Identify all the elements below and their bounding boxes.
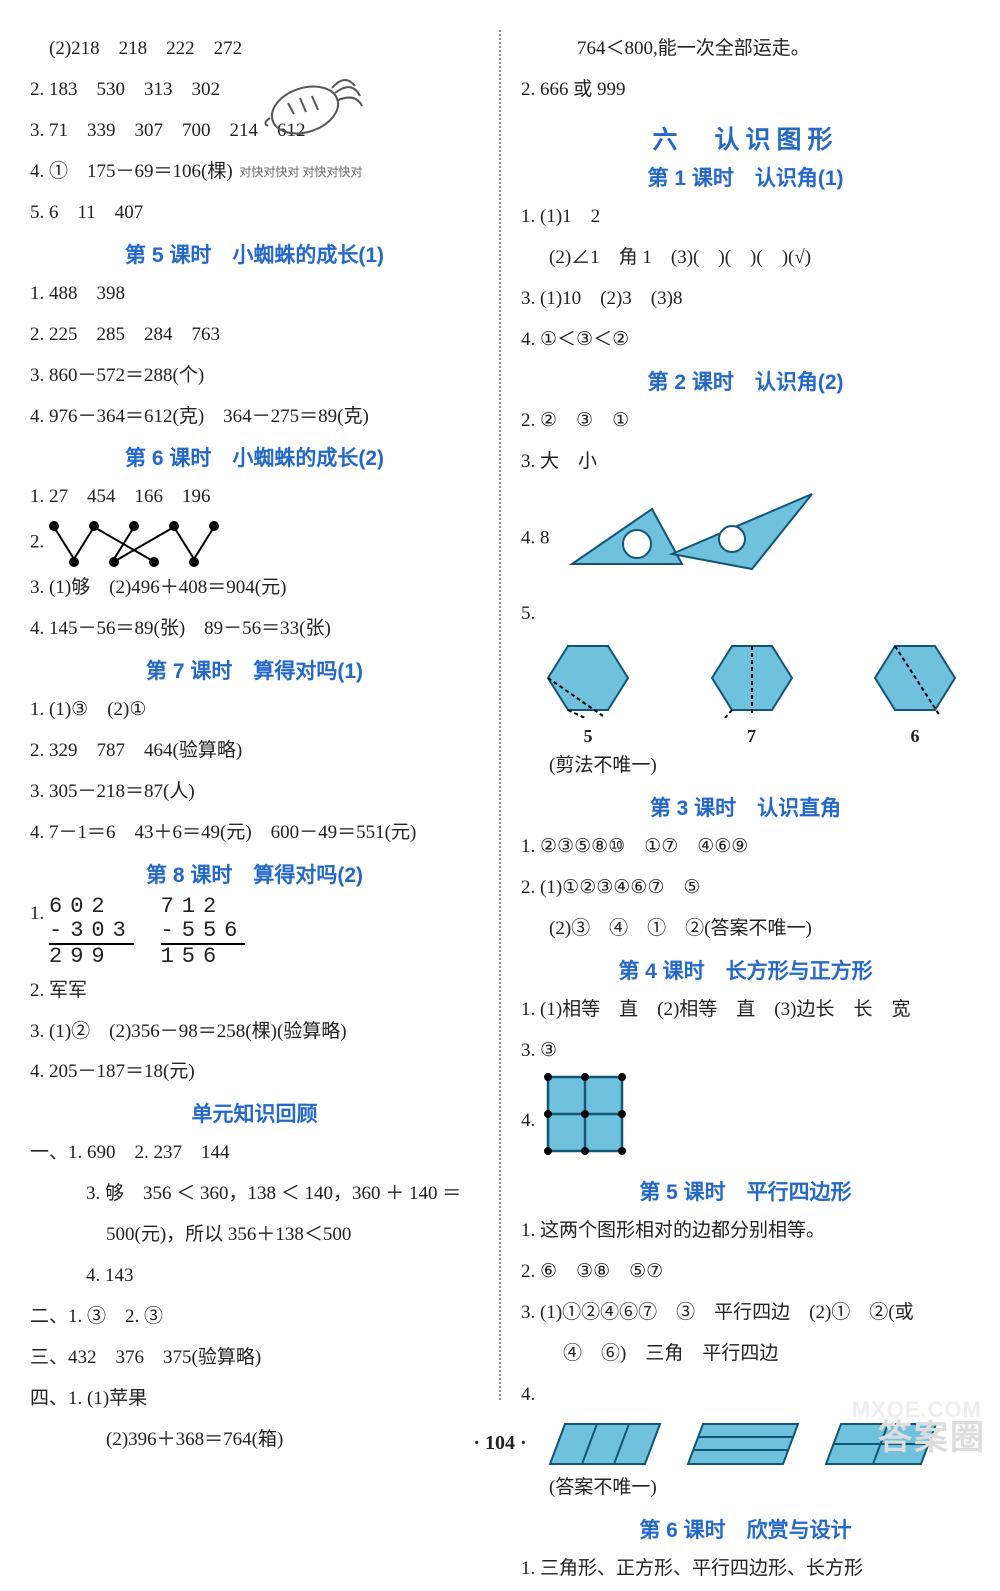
text-line: (2)218 218 222 272 (30, 30, 479, 69)
text-line: 2. (1)①②③④⑥⑦ ⑤ (521, 869, 970, 908)
hex-caption: 6 (870, 726, 960, 747)
subtraction-2: 712 -556 156 (161, 895, 246, 970)
lesson-heading: 第 5 课时 平行四边形 (521, 1176, 970, 1206)
text-line: (答案不唯一) (521, 1469, 970, 1508)
text-line: 1. (1)③ (2)① (30, 691, 479, 730)
text-line: 3. 大 小 (521, 443, 970, 482)
text-line: 4. 8 (521, 484, 970, 594)
text-line: 3. 71 339 307 700 214 612 (30, 112, 479, 151)
text-line: 2. 666 或 999 (521, 71, 970, 110)
text-line: 4. ① 175－69＝106(棵) 对快对快对 对快对快对 (30, 153, 479, 192)
lesson-heading: 第 7 课时 算得对吗(1) (30, 655, 479, 685)
lesson-heading: 第 1 课时 认识角(1) (521, 162, 970, 192)
column-divider (499, 30, 501, 1400)
text-line: (2)∠1 角 1 (3)( )( )( )(√) (521, 239, 970, 278)
calc-row: -556 (161, 919, 246, 945)
text: 2. (30, 532, 49, 553)
text-line: 4. 976－364＝612(克) 364－275＝89(克) (30, 398, 479, 437)
hex-caption: 7 (707, 726, 797, 747)
page-number: · 104 · (0, 1432, 1000, 1455)
text-line: 4. 145－56＝89(张) 89－56＝33(张) (30, 610, 479, 649)
text-line: 1. 三角形、正方形、平行四边形、长方形 (521, 1550, 970, 1589)
text-line: 1. ②③⑤⑧⑩ ①⑦ ④⑥⑨ (521, 828, 970, 867)
carrot-illustration (260, 68, 370, 146)
text-line: 2. ⑥ ③⑧ ⑤⑦ (521, 1253, 970, 1292)
text-line: 4. 205－187＝18(元) (30, 1053, 479, 1092)
text-line: 3. 够 356 ＜ 360，138 ＜ 140，360 ＋ 140 ＝ (30, 1175, 479, 1214)
text-line: 5. (521, 595, 970, 634)
text-line: 500(元)，所以 356＋138＜500 (30, 1216, 479, 1255)
hex-caption: 5 (543, 726, 633, 747)
text-line: 3. 305－218＝87(人) (30, 773, 479, 812)
tiny-note: 对快对快对 对快对快对 (239, 166, 362, 179)
subtraction-1: 602 -303 299 (49, 895, 134, 970)
lesson-heading: 第 5 课时 小蜘蛛的成长(1) (30, 239, 479, 269)
lesson-heading: 第 8 课时 算得对吗(2) (30, 859, 479, 889)
text-line: 3. ③ (521, 1032, 970, 1071)
text-line: 1. 27 454 166 196 (30, 478, 479, 517)
text-line: 4. 143 (30, 1257, 479, 1296)
text-line: 1. 这两个图形相对的边都分别相等。 (521, 1212, 970, 1251)
calc-row: 299 (49, 944, 113, 969)
calc-row: -303 (49, 919, 134, 945)
calc-row: 712 (161, 894, 225, 919)
unit-heading: 六 认识图形 (521, 120, 970, 156)
text: 4. ① 175－69＝106(棵) (30, 161, 233, 182)
text-line: 2. 183 530 313 302 (30, 71, 479, 110)
text-line: 3. (1)10 (2)3 (3)8 (521, 280, 970, 319)
hex-cell: 7 (707, 638, 797, 747)
lesson-heading: 第 2 课时 认识角(2) (521, 366, 970, 396)
matching-lines-diagram (49, 519, 219, 567)
text: 4. 8 (521, 527, 550, 548)
lesson-heading: 第 6 课时 欣赏与设计 (521, 1514, 970, 1544)
text: 4. (521, 1110, 535, 1131)
text-line: ④ ⑥) 三角 平行四边 (521, 1335, 970, 1374)
text-line: 1. (1)1 2 (521, 198, 970, 237)
text-line: 2. 329 787 464(验算略) (30, 732, 479, 771)
text-line: 2. 225 285 284 763 (30, 316, 479, 355)
text-line: 2. (30, 519, 479, 567)
text-line: (剪法不唯一) (521, 747, 970, 786)
text-line: 3. (1)够 (2)496＋408＝904(元) (30, 569, 479, 608)
hex-cell: 5 (543, 638, 633, 747)
calc-row: 156 (161, 944, 225, 969)
lesson-heading: 第 4 课时 长方形与正方形 (521, 955, 970, 985)
left-column: (2)218 218 222 272 2. 183 530 313 302 3.… (30, 30, 497, 1591)
calc-row: 602 (49, 894, 113, 919)
text-line: 3. (1)② (2)356－98＝258(棵)(验算略) (30, 1013, 479, 1052)
text-line: 5. 6 11 407 (30, 194, 479, 233)
text-line: 1. 488 398 (30, 275, 479, 314)
text-line: 4. 7－1＝6 43＋6＝49(元) 600－49＝551(元) (30, 814, 479, 853)
text-line: 4. (521, 1073, 970, 1170)
text-line: 3. 860－572＝288(个) (30, 357, 479, 396)
right-column: 764＜800,能一次全部运走。 2. 666 或 999 六 认识图形 第 1… (503, 30, 970, 1591)
lesson-heading: 第 3 课时 认识直角 (521, 792, 970, 822)
lesson-heading: 第 6 课时 小蜘蛛的成长(2) (30, 442, 479, 472)
calc-line: 1. 602 -303 299 712 -556 156 (30, 895, 479, 970)
hexagon-row: 5 7 6 (543, 638, 960, 747)
text-line: 二、1. ③ 2. ③ (30, 1298, 479, 1337)
review-heading: 单元知识回顾 (30, 1098, 479, 1128)
square-grid-figure (544, 1073, 626, 1170)
watermark-main: 答案圈 (878, 1410, 986, 1459)
text-line: 764＜800,能一次全部运走。 (521, 30, 970, 69)
text-line: 1. (1)相等 直 (2)相等 直 (3)边长 长 宽 (521, 991, 970, 1030)
hex-cell: 6 (870, 638, 960, 747)
text-line: 3. (1)①②④⑥⑦ ③ 平行四边 (2)① ②(或 (521, 1294, 970, 1333)
text-line: 2. 军军 (30, 972, 479, 1011)
text-line: 四、1. (1)苹果 (30, 1380, 479, 1419)
triangle-figure (562, 484, 822, 594)
text-line: 2. ② ③ ① (521, 402, 970, 441)
text-line: (2)③ ④ ① ②(答案不唯一) (521, 910, 970, 949)
text-line: 三、432 376 375(验算略) (30, 1339, 479, 1378)
text-line: 一、1. 690 2. 237 144 (30, 1134, 479, 1173)
text-line: 4. ①＜③＜② (521, 321, 970, 360)
